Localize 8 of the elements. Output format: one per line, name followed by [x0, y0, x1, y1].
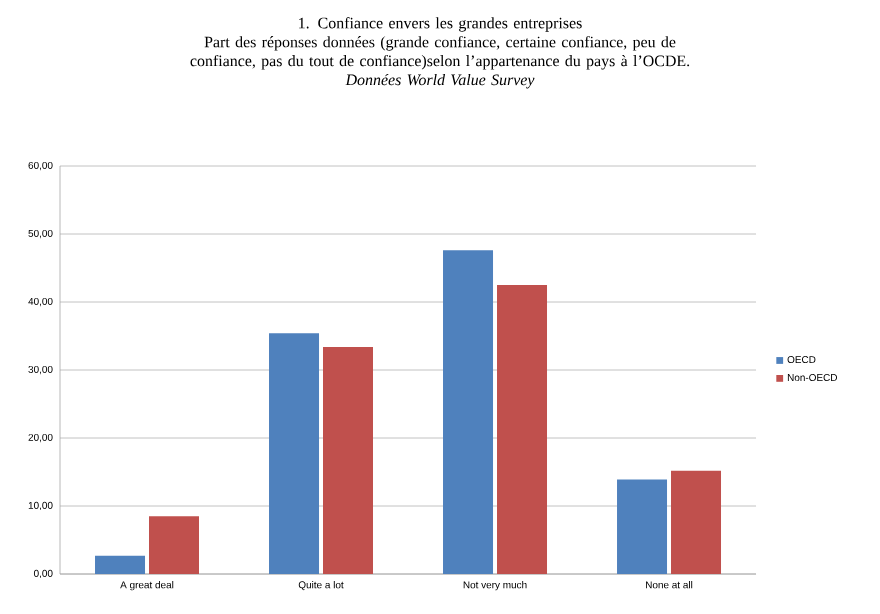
- bar: [617, 479, 668, 574]
- bar: [269, 333, 320, 574]
- bar: [95, 555, 146, 574]
- bar: [443, 250, 494, 574]
- bar: [323, 346, 373, 574]
- bar: [497, 285, 548, 574]
- bar: [149, 516, 199, 574]
- bar: [671, 470, 722, 574]
